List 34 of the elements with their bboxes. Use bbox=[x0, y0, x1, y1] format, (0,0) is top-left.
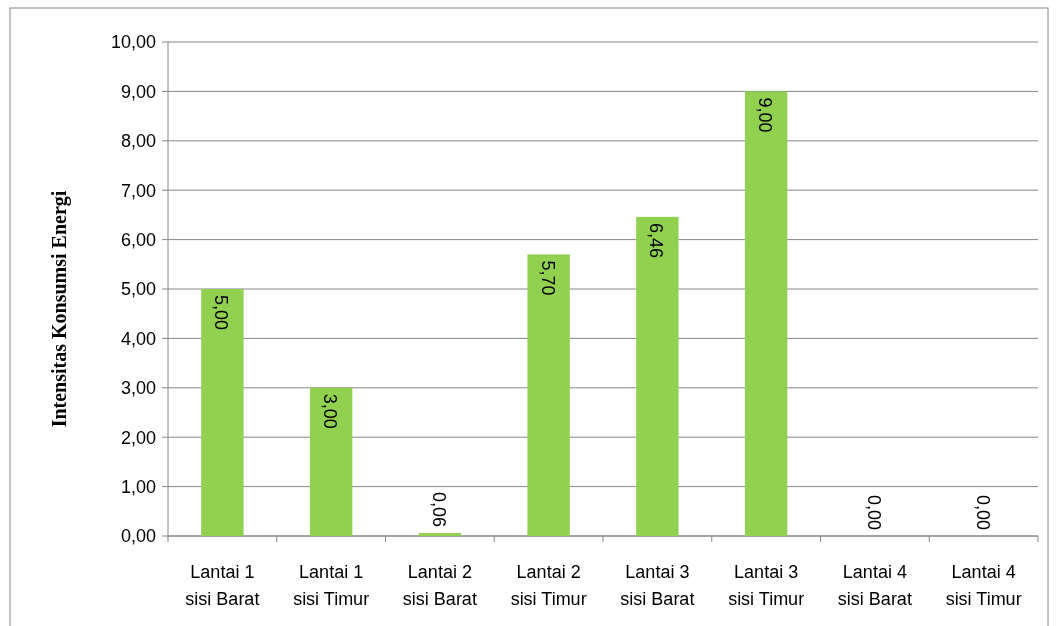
y-tick-label: 3,00 bbox=[120, 378, 156, 399]
y-tick-label: 6,00 bbox=[120, 229, 156, 250]
data-label: 0,00 bbox=[863, 494, 884, 530]
y-tick-label: 5,00 bbox=[120, 279, 156, 300]
bar bbox=[636, 216, 679, 536]
bar bbox=[201, 289, 244, 536]
x-tick-label: Lantai 4 sisi Timur bbox=[945, 562, 1022, 609]
data-label: 5,70 bbox=[537, 260, 558, 296]
data-label: 3,00 bbox=[320, 393, 341, 429]
data-label: 9,00 bbox=[755, 97, 776, 133]
x-tick-label: Lantai 3 sisi Barat bbox=[620, 562, 695, 609]
y-tick-label: 9,00 bbox=[120, 81, 156, 102]
y-tick-label: 8,00 bbox=[120, 131, 156, 152]
bar bbox=[744, 91, 788, 536]
x-tick-label: Lantai 3 sisi Timur bbox=[728, 562, 805, 609]
x-tick-label: Lantai 1 sisi Timur bbox=[293, 562, 370, 609]
bar bbox=[418, 533, 462, 536]
x-tick-label: Lantai 2 sisi Timur bbox=[510, 562, 587, 609]
y-axis-title: Intensitas Konsumsi Energi bbox=[48, 190, 71, 428]
x-tick-label: Lantai 1 sisi Barat bbox=[185, 562, 260, 609]
y-tick-label: 10,00 bbox=[110, 32, 156, 53]
data-label: 6,46 bbox=[646, 222, 667, 258]
bar bbox=[527, 254, 570, 536]
x-tick-label: Lantai 4 sisi Barat bbox=[837, 562, 912, 609]
data-label: 5,00 bbox=[211, 295, 232, 331]
y-tick-label: 2,00 bbox=[120, 427, 156, 448]
y-tick-label: 1,00 bbox=[120, 476, 156, 497]
bar bbox=[309, 387, 353, 536]
x-tick-label: Lantai 2 sisi Barat bbox=[402, 562, 477, 609]
y-tick-label: 0,00 bbox=[120, 526, 156, 547]
y-tick-label: 4,00 bbox=[120, 328, 156, 349]
y-tick-label: 7,00 bbox=[120, 180, 156, 201]
data-label: 0,00 bbox=[972, 494, 993, 530]
data-label: 0,06 bbox=[428, 491, 449, 528]
